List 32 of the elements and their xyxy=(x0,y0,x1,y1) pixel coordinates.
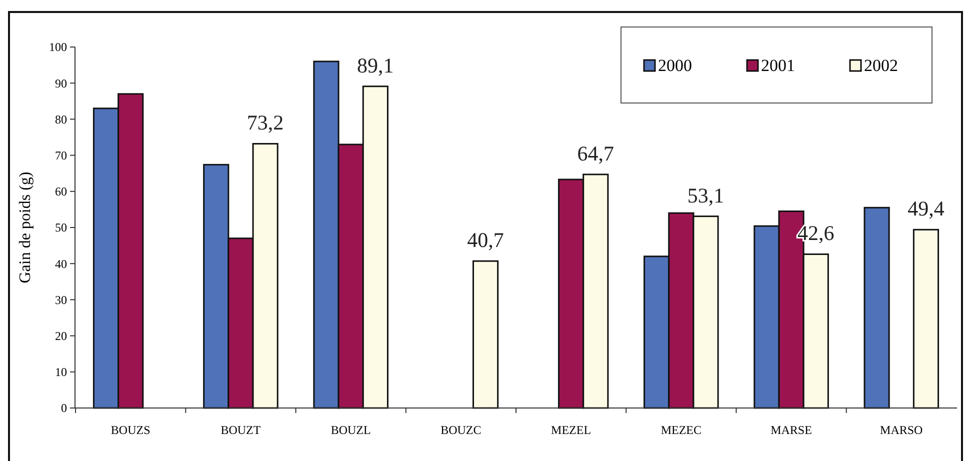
data-label: 89,1 xyxy=(357,53,394,78)
legend-label: 2000 xyxy=(658,56,692,75)
x-tick-label: BOUZL xyxy=(330,423,371,437)
y-tick-label: 10 xyxy=(55,365,67,380)
data-label: 73,2 xyxy=(246,110,284,135)
bar xyxy=(864,206,890,409)
y-tick-label: 60 xyxy=(55,184,67,199)
x-tick-label: BOUZS xyxy=(110,423,150,437)
data-label: 53,1 xyxy=(687,183,724,208)
x-tick-label: BOUZC xyxy=(440,423,482,437)
data-label: 49,4 xyxy=(908,196,945,221)
y-tick-label: 0 xyxy=(61,401,67,416)
bar xyxy=(912,228,940,409)
y-tick-label: 100 xyxy=(49,40,67,54)
legend-label: 2001 xyxy=(761,56,795,75)
y-tick-label: 40 xyxy=(55,256,67,271)
y-axis-title: Gain de poids (g) xyxy=(17,172,34,284)
y-tick-label: 90 xyxy=(55,76,67,90)
x-tick-label: MARSE xyxy=(770,423,812,437)
y-tick-label: 20 xyxy=(55,329,67,343)
x-tick-label: MEZEL xyxy=(551,423,592,437)
x-tick-label: BOUZT xyxy=(220,423,262,437)
y-tick-label: 80 xyxy=(55,112,67,126)
bar xyxy=(472,260,499,409)
data-label: 64,7 xyxy=(577,141,614,166)
y-tick-label: 30 xyxy=(55,292,67,307)
y-tick-label: 50 xyxy=(55,220,67,235)
y-tick-label: 70 xyxy=(55,148,67,162)
x-tick-label: MEZEC xyxy=(660,423,702,437)
data-label: 40,7 xyxy=(467,228,504,252)
x-tick-label: MARSO xyxy=(880,423,924,437)
legend-label: 2002 xyxy=(864,56,898,75)
